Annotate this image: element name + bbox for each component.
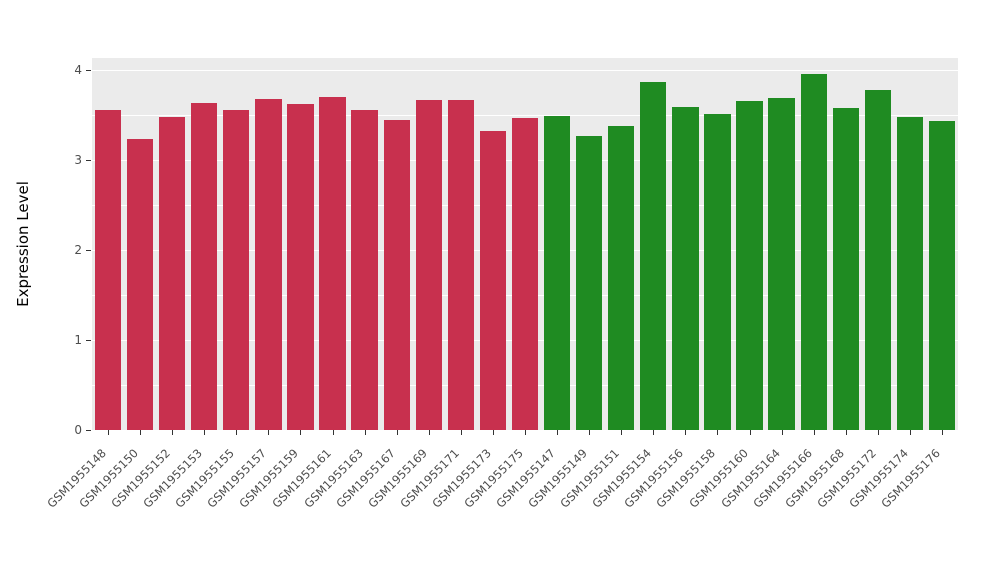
x-tick-mark <box>428 430 430 435</box>
gridline-minor <box>92 114 958 116</box>
y-tick-label: 2 <box>74 242 82 257</box>
y-tick-label: 1 <box>74 332 82 347</box>
bar-GSM1955174 <box>896 116 924 430</box>
x-tick-mark <box>941 430 943 435</box>
x-tick-mark <box>621 430 623 435</box>
bar-GSM1955150 <box>126 139 154 430</box>
x-tick-mark <box>492 430 494 435</box>
bar-GSM1955173 <box>479 130 507 430</box>
bar-GSM1955159 <box>287 103 314 430</box>
x-tick-mark <box>525 430 526 435</box>
x-tick-mark <box>749 430 751 435</box>
x-tick-mark <box>140 430 142 435</box>
bar-GSM1955154 <box>640 82 667 430</box>
x-tick-mark <box>236 430 238 435</box>
x-tick-mark <box>300 430 302 435</box>
bar-GSM1955147 <box>543 115 571 430</box>
bar-GSM1955151 <box>608 126 635 430</box>
bar-GSM1955163 <box>351 110 378 430</box>
y-tick-mark <box>86 249 91 251</box>
bar-GSM1955175 <box>511 118 539 430</box>
x-tick-mark <box>589 430 591 435</box>
plot-panel <box>92 58 958 431</box>
x-tick-mark <box>685 430 687 435</box>
bar-GSM1955155 <box>223 110 250 430</box>
x-tick-mark <box>781 430 783 435</box>
bar-GSM1955167 <box>383 120 410 430</box>
x-tick-mark <box>396 430 398 435</box>
x-tick-mark <box>557 430 559 435</box>
x-tick-mark <box>332 430 334 435</box>
y-tick-label: 0 <box>74 423 82 437</box>
bar-GSM1955157 <box>255 98 282 430</box>
x-tick-mark <box>653 430 655 435</box>
y-tick-mark <box>86 69 91 71</box>
x-tick-mark <box>108 430 110 435</box>
y-tick-label: 4 <box>74 62 82 77</box>
y-tick-label: 3 <box>74 152 82 167</box>
x-tick-mark <box>268 430 270 435</box>
y-tick-mark <box>86 159 91 161</box>
bar-GSM1955149 <box>575 136 603 430</box>
x-tick-mark <box>813 430 815 435</box>
bar-GSM1955152 <box>159 116 186 430</box>
x-tick-mark <box>364 430 366 435</box>
x-tick-mark <box>204 430 206 435</box>
bar-GSM1955176 <box>928 121 956 430</box>
bar-GSM1955166 <box>800 74 827 430</box>
x-tick-mark <box>460 430 462 435</box>
bar-GSM1955172 <box>864 89 891 430</box>
bar-GSM1955158 <box>704 113 731 430</box>
bar-GSM1955160 <box>736 101 763 430</box>
y-axis-title: Expression Level <box>14 181 32 307</box>
bar-GSM1955161 <box>319 96 346 430</box>
x-tick-mark <box>909 430 911 435</box>
x-tick-mark <box>717 430 719 435</box>
x-tick-mark <box>877 430 879 435</box>
y-tick-mark <box>86 339 91 341</box>
bar-GSM1955168 <box>832 107 859 430</box>
bar-GSM1955164 <box>768 97 795 430</box>
x-tick-mark <box>172 430 174 435</box>
y-tick-mark <box>86 430 91 431</box>
bar-GSM1955156 <box>672 106 699 430</box>
bar-GSM1955153 <box>191 103 218 430</box>
x-tick-mark <box>845 430 847 435</box>
bar-GSM1955171 <box>447 100 474 430</box>
bar-GSM1955169 <box>415 100 442 430</box>
gridline-major <box>92 69 958 71</box>
bar-GSM1955148 <box>94 110 122 430</box>
